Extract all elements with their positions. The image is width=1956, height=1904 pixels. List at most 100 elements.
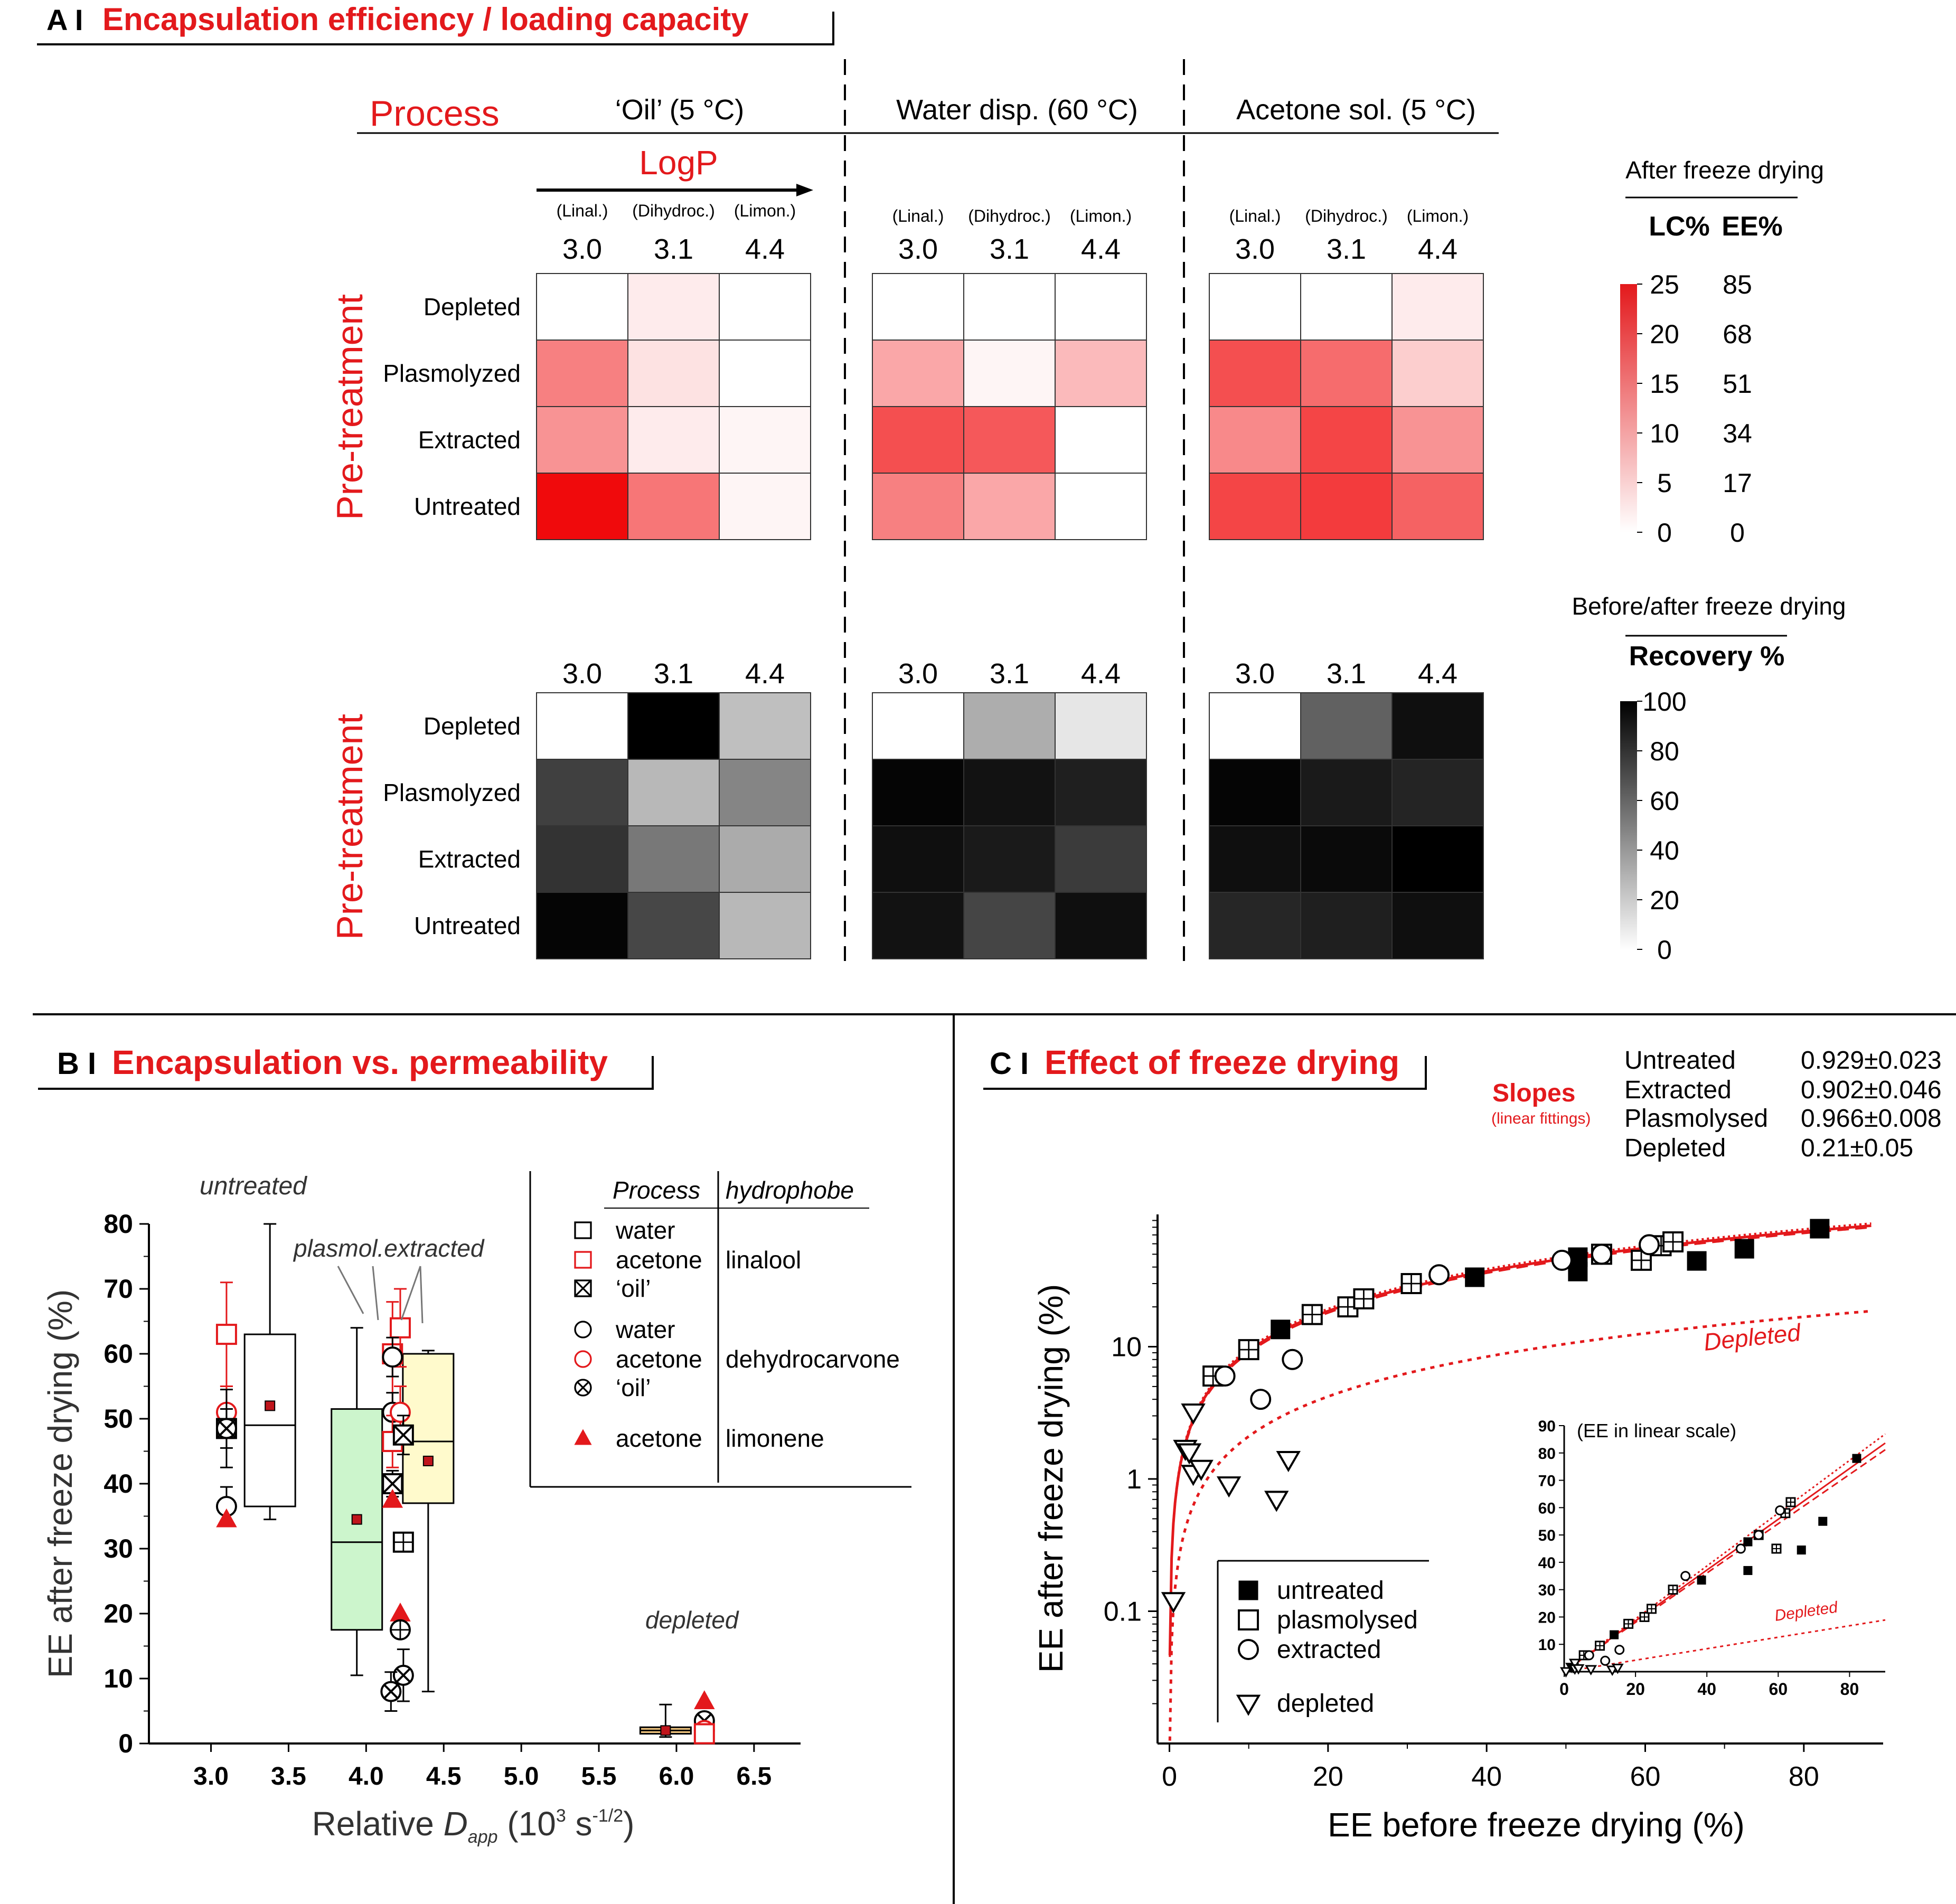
- data-point: [693, 1723, 715, 1745]
- hydrophobe-abbrev: (Dihydroc.): [632, 201, 714, 220]
- legend-ee-tick: 85: [1723, 270, 1752, 299]
- legend-lc-tick: 20: [1650, 319, 1679, 349]
- fit-curve-dashed: [1169, 1226, 1872, 1657]
- marker-circle: [1551, 1249, 1573, 1271]
- x-tick-label: 0: [1162, 1761, 1177, 1792]
- x-tick-label: 40: [1471, 1761, 1502, 1792]
- heatmap-cell: [719, 892, 811, 959]
- data-point: [216, 1508, 237, 1528]
- heatmap-after-freeze-drying: [536, 273, 1484, 540]
- marker-square: [574, 1251, 592, 1269]
- data-point-extracted: [1250, 1389, 1272, 1410]
- inset-point-extracted: [1680, 1571, 1691, 1581]
- marker-filled-square: [1743, 1566, 1753, 1575]
- slope-value: 0.902±0.046: [1801, 1076, 1942, 1104]
- logp-value-top: 3.1: [1327, 233, 1366, 265]
- heatmap-cell: [963, 273, 1056, 341]
- marker-filled-square: [1271, 1319, 1291, 1340]
- legend-symbol: [1236, 1694, 1261, 1716]
- data-point: [694, 1690, 715, 1709]
- x-axis-label: Relative Dapp (103 s-1/2): [312, 1805, 635, 1847]
- inset-title: (EE in linear scale): [1577, 1420, 1736, 1441]
- legend-symbol: [1238, 1580, 1258, 1600]
- legend-ee-tick: 34: [1723, 419, 1752, 448]
- heatmap-cell: [536, 340, 628, 407]
- box-untreated: [243, 1223, 296, 1521]
- heatmap-cell: [1391, 473, 1484, 540]
- slopes-label: Slopes: [1492, 1079, 1575, 1107]
- hydrophobe-abbrev: (Limon.): [734, 201, 796, 220]
- box-mean: [422, 1455, 434, 1466]
- inset-point-extracted: [1614, 1645, 1625, 1655]
- marker-plus: [1632, 1250, 1651, 1270]
- heatmap-cell: [627, 825, 720, 893]
- box-plasmolyzed: [331, 1327, 383, 1676]
- heatmap-cell: [1209, 340, 1301, 407]
- panel-c-legend: untreated plasmolysed extracted depleted: [1217, 1560, 1429, 1722]
- legend-symbol: [574, 1321, 592, 1339]
- x-tick-label: 60: [1630, 1761, 1661, 1792]
- panel-c-inset: 0 20 40 60 80 10 20 30 40 50 60 70 80 90: [1538, 1418, 1886, 1699]
- legend-lc-tick: 25: [1650, 270, 1679, 299]
- inset-y-tick-label: 70: [1538, 1473, 1556, 1490]
- slope-name: Depleted: [1624, 1134, 1726, 1162]
- heatmap-cell: [872, 692, 964, 760]
- data-point: [392, 1424, 414, 1446]
- pretreatment-label-top: Pre-treatment: [329, 294, 370, 520]
- heatmap-cell: [627, 273, 720, 341]
- legend-plasmolysed: plasmolysed: [1277, 1606, 1418, 1634]
- legend-symbol: [574, 1251, 592, 1269]
- inset-point-plasmolysed: [1785, 1497, 1796, 1507]
- marker-circle: [574, 1321, 592, 1339]
- marker-circle: [1591, 1243, 1612, 1265]
- heatmap-cell: [536, 406, 628, 474]
- heatmap-cell: [719, 759, 811, 826]
- inset-y-tick-label: 10: [1538, 1636, 1556, 1654]
- x-axis-label: EE before freeze drying (%): [1328, 1806, 1745, 1844]
- logp-value-bottom: 3.0: [1235, 658, 1275, 690]
- inset-point-untreated: [1852, 1454, 1861, 1463]
- marker-filled-square: [1697, 1576, 1706, 1585]
- heatmap-cell: [1055, 692, 1147, 760]
- legend-lc-tick: 0: [1657, 518, 1672, 548]
- heatmap-cell: [1055, 825, 1147, 893]
- logp-value-bottom: 3.0: [562, 658, 602, 690]
- inset-point-untreated: [1610, 1630, 1619, 1639]
- marker-cross: [574, 1279, 592, 1297]
- marker-triangle-down: [1181, 1403, 1206, 1425]
- heatmap-cell: [872, 340, 964, 407]
- heatmap-cell: [1055, 759, 1147, 826]
- heatmap-cell: [963, 825, 1056, 893]
- x-tick-label: 80: [1789, 1761, 1819, 1792]
- panel-b-letter: B I: [57, 1047, 96, 1081]
- heatmap-cell: [1055, 406, 1147, 474]
- process-oil: ‘Oil’ (5 °C): [615, 94, 745, 126]
- logp-value-bottom: 3.1: [1327, 658, 1366, 690]
- legend-symbol: [574, 1350, 592, 1368]
- data-point-untreated: [1568, 1261, 1588, 1281]
- heatmap-cell: [872, 473, 964, 540]
- heatmap-cell: [1300, 892, 1393, 959]
- inset-point-depleted: [1572, 1664, 1585, 1675]
- heatmap-cell: [536, 473, 628, 540]
- panel-c-title: Effect of freeze drying: [1045, 1043, 1399, 1081]
- logp-value-bottom: 3.1: [654, 658, 693, 690]
- marker-cross: [383, 1684, 399, 1699]
- heatmap-cell: [719, 273, 811, 341]
- marker-filled-square: [1610, 1630, 1619, 1639]
- heatmap-cell: [1300, 759, 1393, 826]
- heatmap-cell: [1300, 273, 1393, 341]
- data-point: [215, 1418, 237, 1439]
- inset-point-untreated: [1743, 1566, 1753, 1575]
- marker-plus: [390, 1620, 410, 1639]
- label-untreated: untreated: [200, 1172, 307, 1200]
- marker-cross: [396, 1667, 411, 1683]
- slope-name: Untreated: [1624, 1047, 1736, 1074]
- legend-recovery-tick: 40: [1650, 836, 1679, 865]
- logp-value-top: 4.4: [1081, 233, 1121, 265]
- heatmap-cell: [1300, 473, 1393, 540]
- marker-triangle-down: [1177, 1443, 1202, 1465]
- data-point-extracted: [1428, 1264, 1450, 1286]
- inset-point-extracted: [1753, 1530, 1764, 1540]
- data-point-plasmolysed: [1353, 1288, 1375, 1309]
